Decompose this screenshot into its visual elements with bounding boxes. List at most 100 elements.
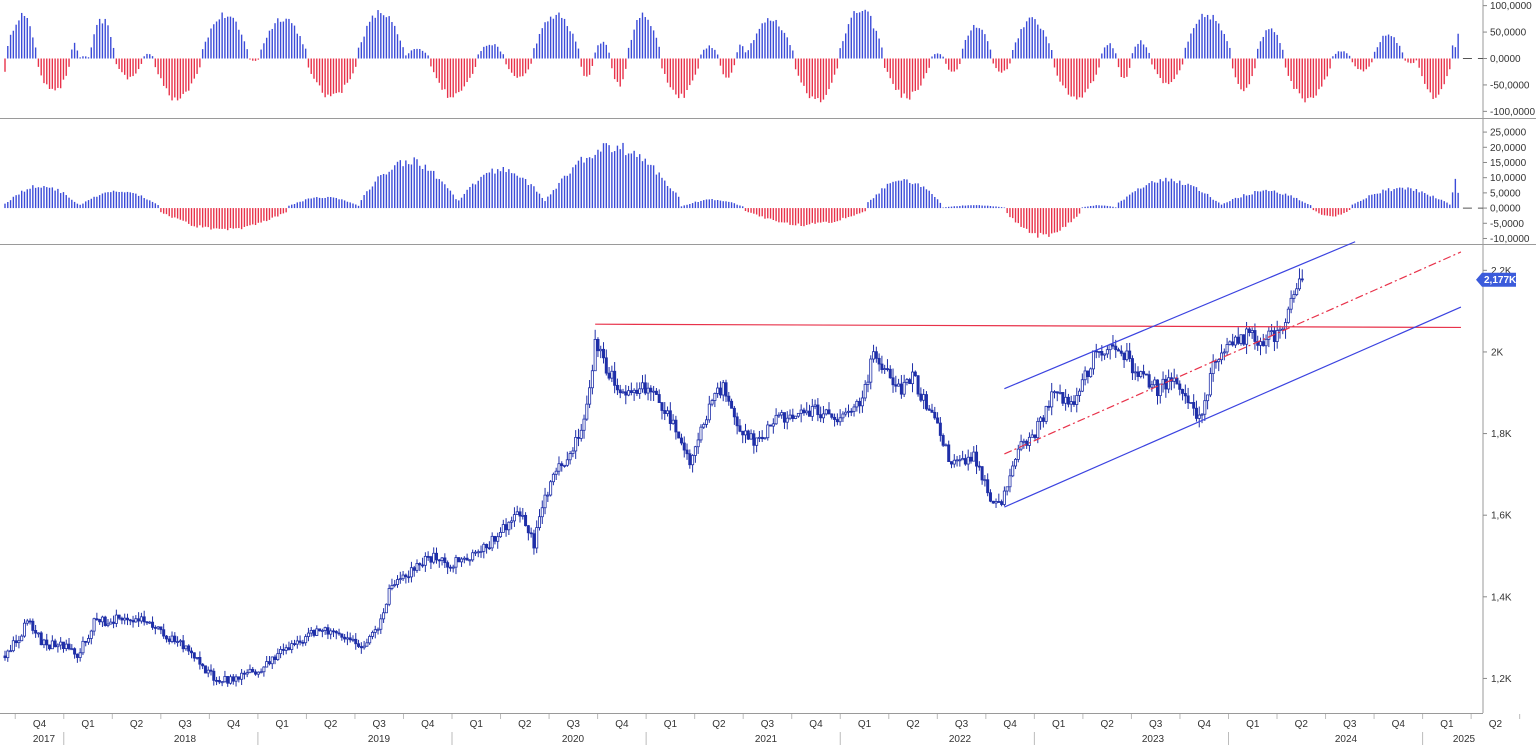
candle [615,378,619,396]
candle-body [952,459,956,465]
candle-body [668,410,672,424]
candle [1033,434,1037,440]
candle-body [880,363,884,370]
candle-body [1041,417,1045,422]
candle [682,436,686,458]
candle [228,674,232,685]
quarter-label: Q3 [373,719,387,730]
candle [270,656,274,670]
candle-body [1158,383,1162,397]
year-label: 2025 [1453,734,1476,745]
candle-body [25,620,29,624]
candle-body [1050,391,1054,408]
candle [894,375,898,393]
candle [50,635,54,650]
candle [1089,367,1093,378]
candle [426,551,430,561]
candle [245,669,249,678]
candle-body [114,614,118,624]
candle-body [206,669,210,674]
candle [471,549,475,562]
candle-body [794,415,798,419]
candle [351,635,355,643]
candle-body [1289,297,1293,310]
candle [1066,393,1070,408]
candle [551,472,555,486]
candle [510,516,514,530]
candle [1050,382,1054,416]
candle-body [1125,350,1129,361]
candle-body [1019,441,1023,450]
candle-body [128,619,132,622]
candle [780,409,784,419]
candle-body [1069,401,1073,405]
candle-body [220,681,224,684]
candle [866,374,870,393]
candle-body [1036,420,1040,439]
candle [190,647,194,659]
candle-body [1300,278,1304,281]
candle [9,644,13,653]
candle-body [844,411,848,415]
candle-body [805,410,809,414]
quarter-label: Q2 [324,719,338,730]
candle-body [148,621,152,624]
candle [429,555,433,570]
candle-body [615,384,619,391]
candle-body [988,492,992,502]
candle [242,670,246,680]
candle-body [331,630,335,633]
candle [727,391,731,406]
candle-body [1016,448,1020,460]
year-label: 2019 [368,734,391,745]
candle [565,451,569,467]
candle [482,542,486,559]
candle-body [401,574,405,580]
candle-body [699,426,703,441]
candle [952,454,956,468]
candle [602,342,606,364]
quarter-label: Q1 [1246,719,1260,730]
candle [613,362,617,394]
candle [891,368,895,393]
candle-body [1022,440,1026,443]
quarter-label: Q2 [130,719,144,730]
candle-body [938,422,942,436]
candle-body [1161,378,1165,385]
candle [109,618,113,625]
candle [1247,327,1251,337]
candle-body [387,588,391,605]
candle [151,616,155,630]
candle-body [749,433,753,440]
candle [415,559,419,573]
candle-body [518,511,522,517]
candle-body [1030,434,1034,438]
candle-body [437,559,441,562]
candle [874,346,878,363]
candle-body [696,439,700,448]
candle-body [1197,414,1201,419]
candle [1278,325,1282,339]
candle-body [705,419,709,425]
candle [237,676,241,683]
y-tick-label: 1,4K [1491,592,1512,603]
candle [259,668,263,674]
y-tick-label: 1,6K [1491,511,1512,522]
candle-body [924,394,928,410]
candle [125,613,129,626]
candle [590,364,594,395]
candle-body [972,451,976,462]
candle [640,375,644,393]
candle-body [454,557,458,568]
candle [1228,340,1232,346]
candle [632,388,636,401]
candle-body [1217,359,1221,363]
candle-body [507,521,511,531]
candle-body [994,501,998,504]
candle [724,379,728,403]
candle-body [226,676,230,684]
quarter-label: Q4 [1392,719,1406,730]
candle [11,636,15,653]
candle [434,547,438,564]
candle-body [551,473,555,483]
